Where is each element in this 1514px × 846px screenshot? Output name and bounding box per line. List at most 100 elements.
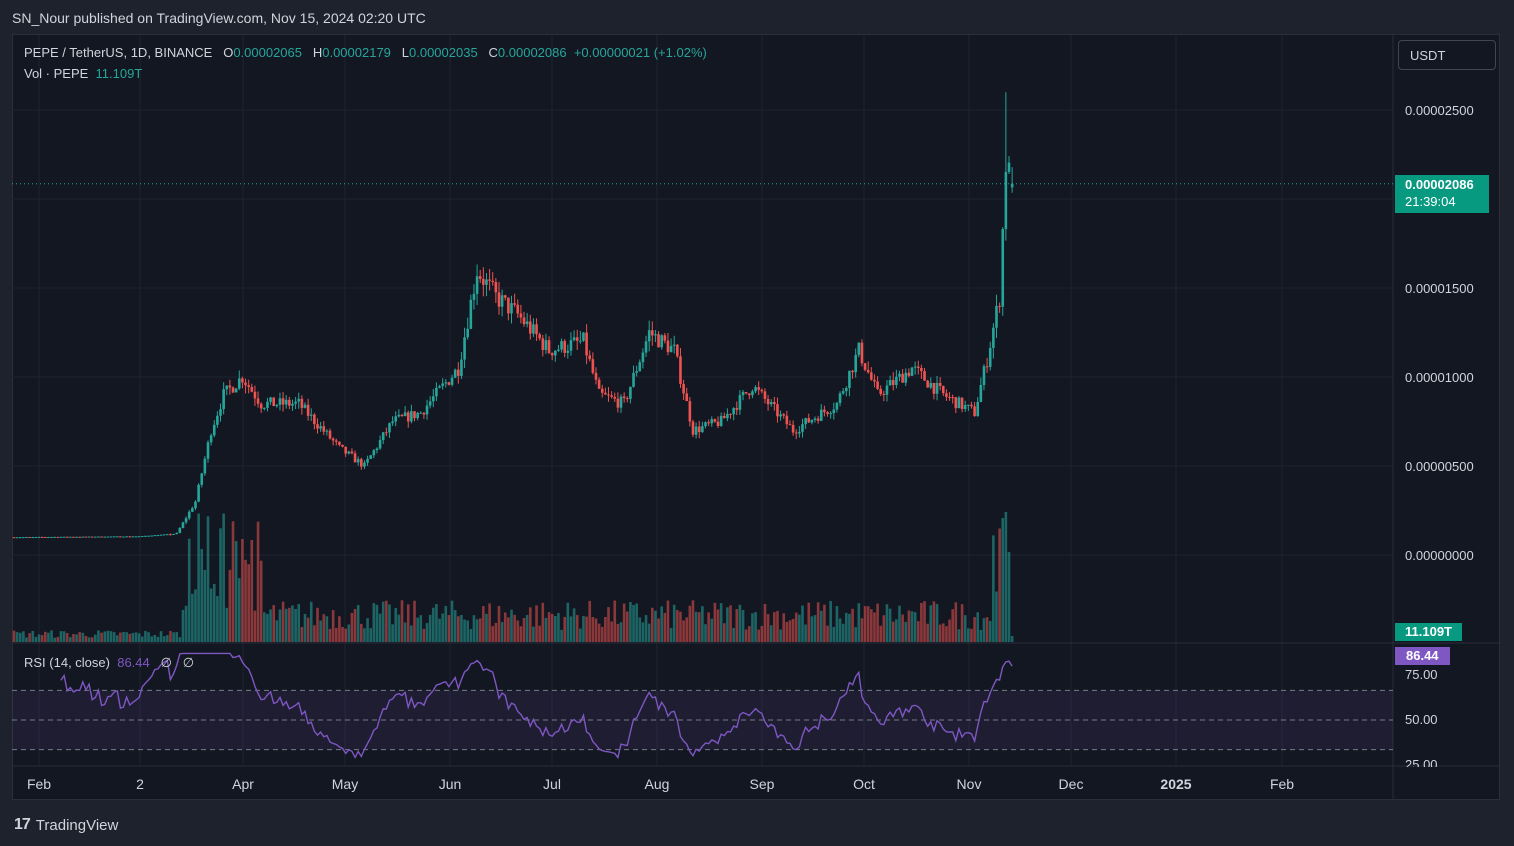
- candle-body: [31, 537, 35, 539]
- volume-bar: [898, 605, 901, 642]
- volume-bar: [43, 631, 47, 642]
- volume-bar: [832, 626, 836, 642]
- candle-body: [266, 401, 269, 408]
- candle-body: [69, 536, 72, 538]
- currency-button[interactable]: USDT: [1398, 40, 1496, 70]
- candle-body: [832, 409, 836, 414]
- rsi-axis-label: 25.00: [1405, 757, 1438, 767]
- brand-name: TradingView: [35, 816, 119, 834]
- volume-bar: [478, 618, 482, 642]
- volume-bar: [162, 636, 166, 642]
- candle-body: [579, 340, 582, 342]
- candle-body: [663, 335, 667, 341]
- time-axis-label: Sep: [749, 776, 775, 792]
- candle-body: [169, 534, 172, 536]
- volume-bar: [982, 618, 986, 642]
- candle-body: [281, 398, 285, 405]
- volume-bar: [848, 613, 851, 642]
- volume-bar: [503, 612, 507, 642]
- candle-body: [97, 536, 100, 538]
- candle-body: [651, 330, 654, 336]
- volume-bar: [153, 635, 157, 642]
- candle-body: [244, 382, 247, 386]
- candle-body: [810, 419, 814, 423]
- volume-bar: [269, 609, 272, 642]
- volume-bar: [284, 608, 288, 642]
- candle-body: [40, 536, 44, 538]
- candle-body: [206, 442, 210, 459]
- volume-bar: [579, 628, 582, 642]
- rsi-label[interactable]: RSI (14, close): [24, 655, 110, 670]
- volume-bar: [197, 513, 200, 642]
- candle-body: [528, 321, 532, 334]
- candle-body: [313, 414, 316, 425]
- candle-body: [722, 415, 726, 419]
- candle-body: [300, 398, 304, 408]
- volume-bar: [763, 603, 767, 642]
- candle-body: [660, 335, 663, 348]
- candle-body: [397, 414, 401, 417]
- time-axis-label: Aug: [644, 776, 670, 792]
- candle-body: [679, 356, 682, 384]
- change-value: +0.00000021 (+1.02%): [573, 45, 707, 60]
- candle-body: [375, 448, 379, 451]
- volume-bar: [175, 632, 179, 642]
- volume-bar: [347, 624, 351, 642]
- open-label: O: [223, 45, 234, 60]
- symbol-name[interactable]: PEPE / TetherUS, 1D, BINANCE: [24, 45, 213, 60]
- candle-body: [228, 385, 232, 388]
- candle-body: [156, 535, 160, 537]
- symbol-legend: PEPE / TetherUS, 1D, BINANCE O0.00002065…: [24, 45, 707, 60]
- candle-body: [1010, 183, 1014, 188]
- candle-body: [979, 384, 983, 402]
- candle-body: [87, 536, 91, 538]
- volume-bar: [500, 622, 504, 642]
- close-label: C: [488, 45, 498, 60]
- volume-bar: [963, 615, 967, 642]
- candle-body: [453, 369, 457, 378]
- volume-label[interactable]: Vol · PEPE: [24, 66, 89, 81]
- volume-bar: [801, 605, 804, 642]
- volume-bar: [782, 613, 786, 642]
- candle-body: [547, 340, 551, 353]
- price-axis-label: 0.00000000: [1405, 548, 1474, 563]
- volume-bar: [798, 614, 801, 642]
- time-axis-label: Feb: [26, 776, 52, 792]
- rsi-axis-label: 75.00: [1405, 667, 1438, 682]
- volume-bar: [309, 601, 313, 642]
- candle-body: [441, 383, 444, 387]
- tradingview-footer[interactable]: 17 TradingView: [14, 816, 118, 834]
- volume-bar: [873, 612, 876, 642]
- volume-bar: [845, 612, 848, 642]
- close-value: 0.00002086: [497, 45, 567, 60]
- volume-bar: [375, 604, 379, 642]
- candle-body: [187, 511, 191, 519]
- volume-bar: [491, 626, 495, 642]
- rsi-axis-label: 50.00: [1405, 712, 1438, 727]
- candle-body: [78, 536, 82, 538]
- volume-bar: [754, 612, 757, 642]
- high-label: H: [312, 45, 323, 60]
- candle-body: [525, 321, 529, 325]
- volume-bar: [841, 623, 845, 642]
- candle-body: [760, 389, 764, 392]
- volume-bar: [888, 608, 892, 642]
- publisher-line: SN_Nour published on TradingView.com, No…: [12, 10, 426, 26]
- candle-body: [109, 536, 113, 538]
- candle-body: [957, 397, 961, 409]
- volume-value: 11.109T: [95, 66, 143, 81]
- candle-body: [125, 536, 128, 538]
- candle-body: [288, 399, 291, 406]
- candle-body: [278, 398, 282, 405]
- candle-body: [735, 408, 739, 410]
- candle-body: [222, 389, 225, 410]
- candle-body: [619, 396, 623, 408]
- volume-bar: [685, 617, 689, 642]
- volume-bar: [466, 620, 469, 642]
- candle-body: [522, 317, 526, 325]
- volume-bar: [591, 616, 595, 642]
- candle-body: [372, 450, 376, 456]
- volume-bar: [779, 629, 782, 642]
- candle-body: [15, 537, 19, 539]
